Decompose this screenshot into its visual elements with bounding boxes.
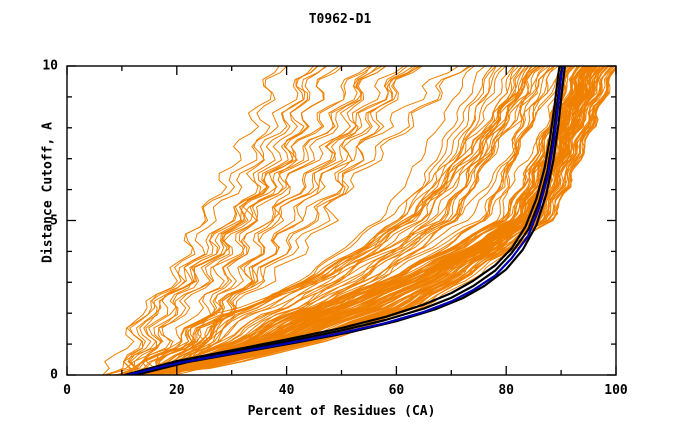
- prediction-curve: [130, 66, 319, 375]
- prediction-curve: [129, 66, 559, 375]
- prediction-curve: [145, 66, 318, 375]
- y-tick-label: 5: [50, 213, 58, 228]
- prediction-curve: [162, 66, 533, 375]
- prediction-curve: [137, 66, 613, 375]
- y-tick-label: 0: [50, 367, 58, 383]
- prediction-curve: [118, 66, 532, 375]
- prediction-curve: [118, 66, 503, 375]
- axes-layer: [66, 65, 617, 376]
- reference-curve-black-1: [123, 66, 561, 375]
- page-title: T0962-D1: [308, 12, 372, 27]
- prediction-curve: [118, 66, 541, 375]
- prediction-curve: [149, 66, 545, 375]
- x-tick-label: 100: [604, 383, 628, 398]
- prediction-curve: [118, 66, 555, 375]
- prediction-curve: [144, 66, 554, 375]
- prediction-curve: [135, 66, 522, 375]
- prediction-curve: [173, 66, 507, 375]
- prediction-curve: [156, 66, 567, 375]
- prediction-curve: [121, 66, 594, 375]
- y-tick-label: 10: [42, 58, 58, 74]
- prediction-curve: [151, 66, 493, 375]
- prediction-curve: [141, 66, 459, 375]
- prediction-curve: [128, 66, 422, 375]
- x-tick-label: 20: [168, 383, 185, 398]
- prediction-curve: [166, 66, 475, 375]
- prediction-curve: [107, 66, 326, 375]
- prediction-curve: [145, 66, 526, 375]
- x-tick-label: 0: [63, 383, 71, 398]
- prediction-curve: [126, 66, 373, 375]
- prediction-curve: [135, 66, 591, 375]
- prediction-curve: [167, 66, 340, 375]
- prediction-curve: [155, 66, 516, 375]
- prediction-curve: [155, 66, 370, 375]
- prediction-curve: [122, 66, 383, 375]
- prediction-curve: [139, 66, 486, 375]
- x-tick-label: 80: [498, 383, 515, 398]
- prediction-curve: [138, 66, 520, 375]
- prediction-curve: [148, 66, 420, 375]
- prediction-curve: [174, 66, 530, 375]
- x-tick-label: 40: [278, 383, 295, 398]
- prediction-curve: [157, 66, 417, 375]
- prediction-curve: [158, 66, 280, 375]
- prediction-curve: [125, 66, 616, 375]
- prediction-curve: [113, 66, 584, 375]
- x-axis-title: Percent of Residues (CA): [247, 404, 436, 419]
- prediction-curve: [116, 66, 470, 375]
- prediction-curve: [145, 66, 515, 375]
- reference-curve-blue-1: [126, 66, 564, 375]
- prediction-curve: [128, 66, 328, 375]
- curves-layer: [102, 66, 616, 375]
- prediction-curve: [124, 66, 423, 375]
- prediction-curve: [125, 66, 589, 375]
- prediction-curve: [133, 66, 497, 375]
- prediction-curve: [143, 66, 288, 375]
- prediction-curve: [123, 66, 387, 375]
- reference-curve-black-2: [129, 66, 564, 375]
- x-tick-label: 60: [388, 383, 405, 398]
